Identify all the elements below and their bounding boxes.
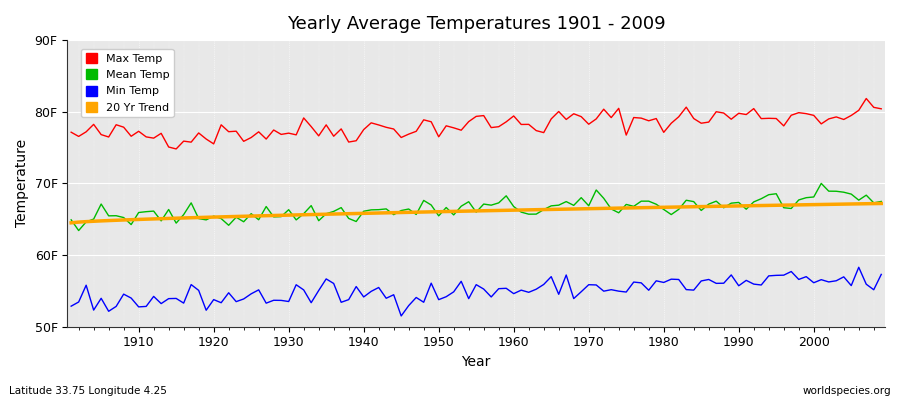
Y-axis label: Temperature: Temperature	[15, 139, 29, 228]
Title: Yearly Average Temperatures 1901 - 2009: Yearly Average Temperatures 1901 - 2009	[287, 15, 665, 33]
Text: Latitude 33.75 Longitude 4.25: Latitude 33.75 Longitude 4.25	[9, 386, 166, 396]
Legend: Max Temp, Mean Temp, Min Temp, 20 Yr Trend: Max Temp, Mean Temp, Min Temp, 20 Yr Tre…	[81, 48, 174, 117]
Text: worldspecies.org: worldspecies.org	[803, 386, 891, 396]
X-axis label: Year: Year	[462, 355, 490, 369]
